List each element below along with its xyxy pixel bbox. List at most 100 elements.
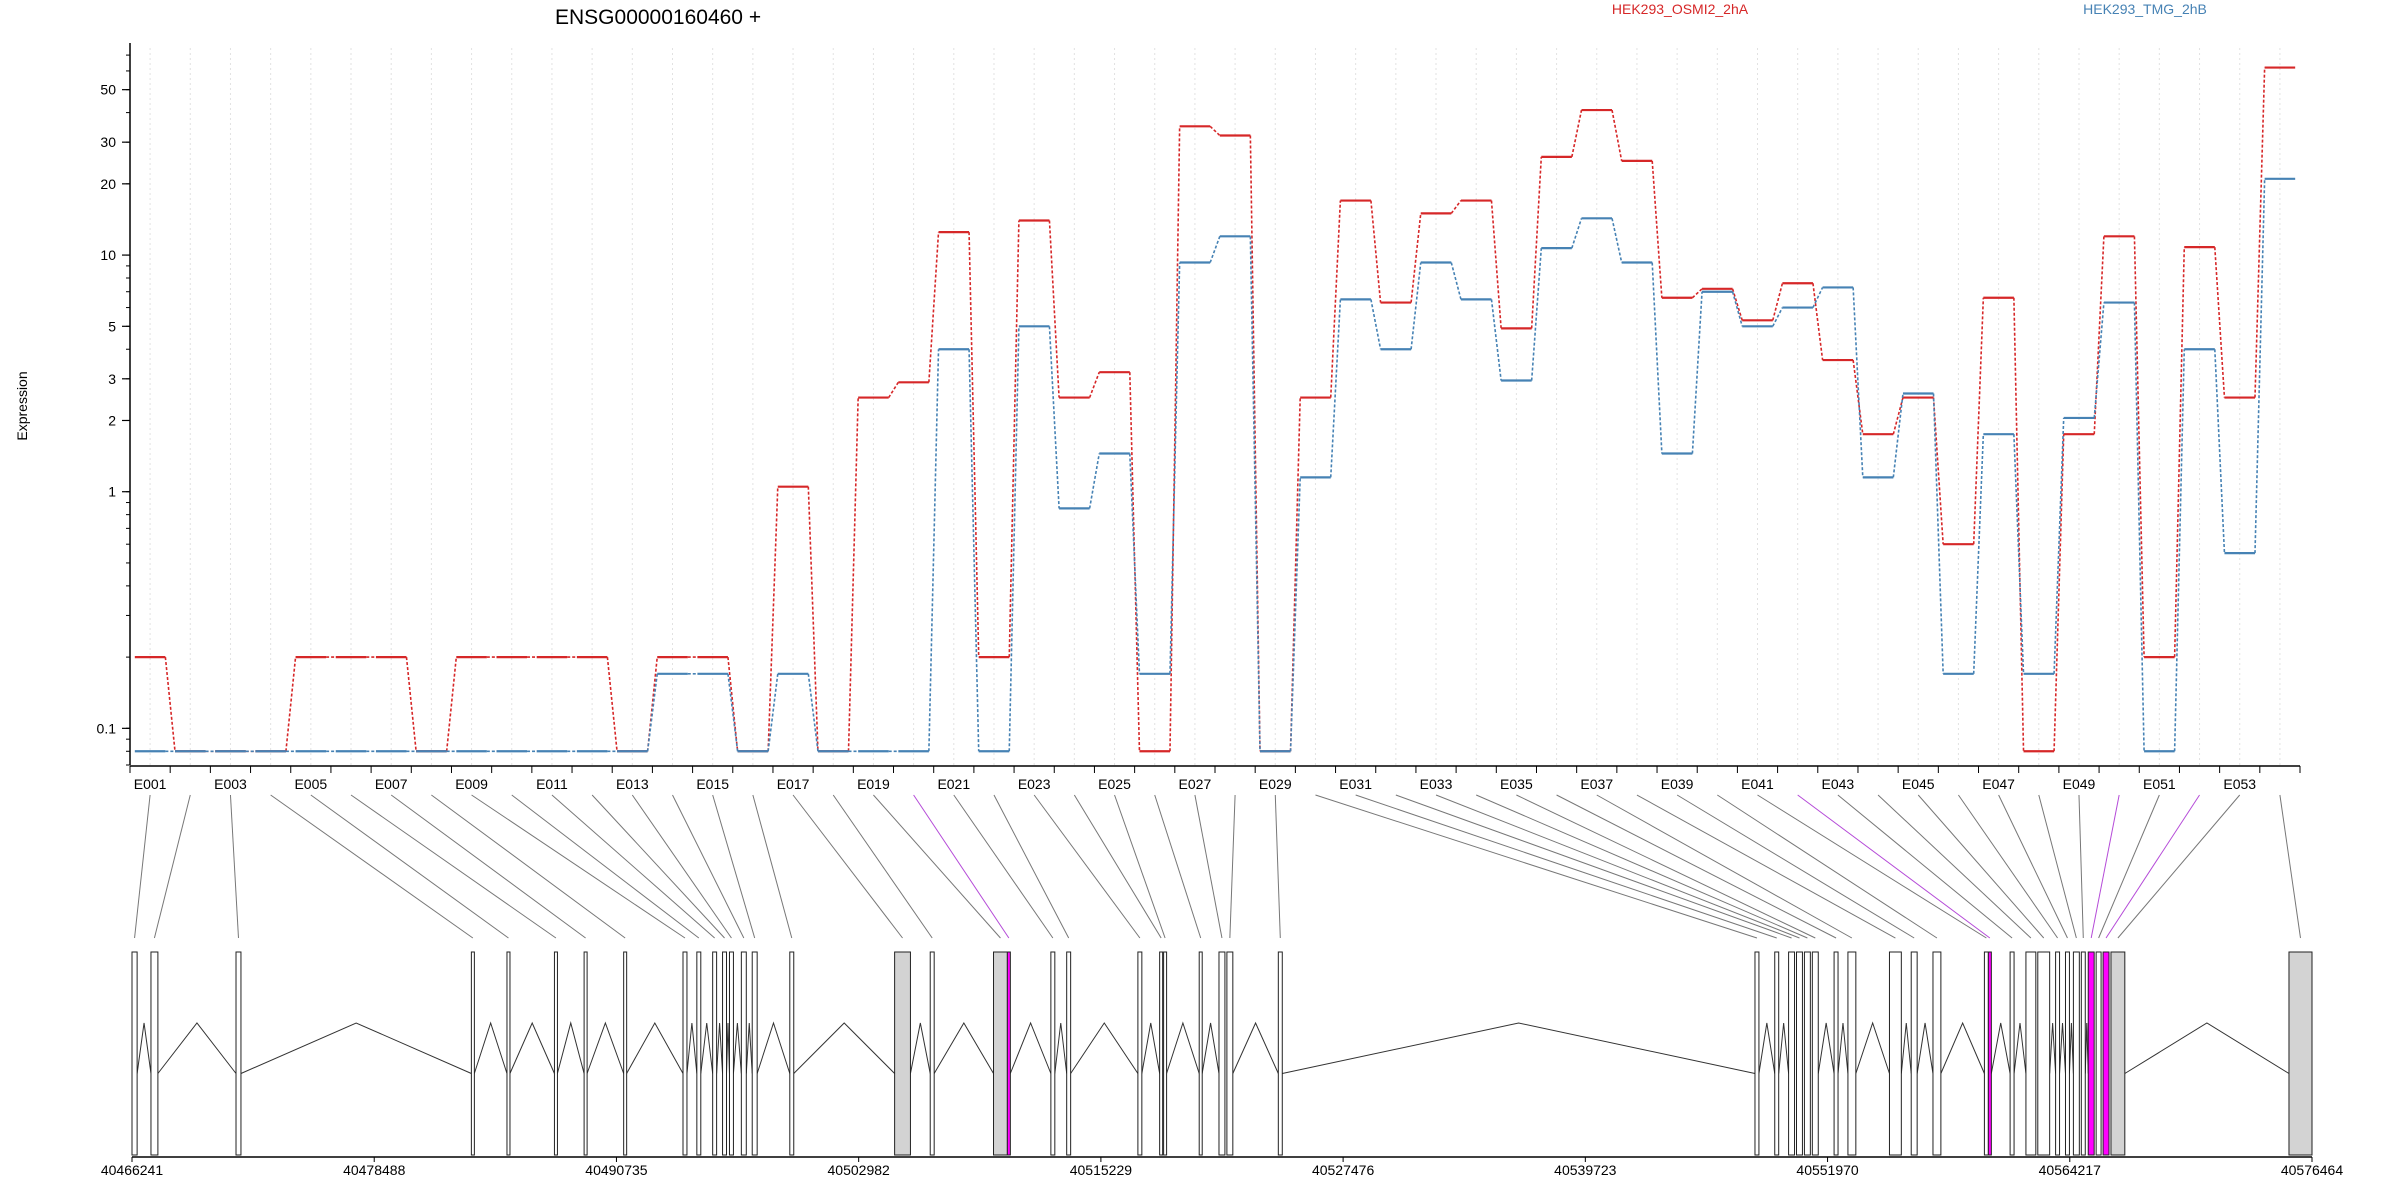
intron <box>1940 1021 1985 1074</box>
series-connector <box>1048 220 1060 398</box>
exon-box <box>740 951 747 1156</box>
intron <box>1282 1022 1756 1074</box>
series-connector <box>1249 236 1261 752</box>
exon-box <box>712 951 718 1156</box>
series-connector <box>164 657 176 752</box>
legend-entry-1: HEK293_TMG_2hB <box>2083 1 2207 17</box>
exon-connector <box>672 794 745 939</box>
intron <box>909 1022 931 1074</box>
intron <box>157 1022 237 1074</box>
exon-box <box>1983 951 1989 1156</box>
exon-label: E043 <box>1822 776 1855 792</box>
exon-box <box>623 951 628 1156</box>
series-connector <box>767 673 779 752</box>
exon-connector <box>1998 794 2068 939</box>
series-connector <box>1932 393 1944 674</box>
exon-label: E029 <box>1259 776 1292 792</box>
series-connector <box>1289 397 1301 752</box>
series-connector <box>1410 262 1422 350</box>
series-connector <box>1008 220 1020 658</box>
exon-label: E025 <box>1098 776 1131 792</box>
series-connector <box>1932 397 1944 545</box>
exon-label: E051 <box>2143 776 2176 792</box>
exon-connector <box>1033 794 1141 939</box>
intron <box>2013 1022 2027 1074</box>
exon-label: E045 <box>1902 776 1935 792</box>
series-connector <box>1772 307 1784 327</box>
series-connector <box>1691 288 1703 299</box>
series-connector <box>1209 125 1221 137</box>
exon-box <box>894 951 911 1156</box>
exon-box <box>1754 951 1760 1156</box>
series-connector <box>646 673 659 752</box>
exon-box <box>2110 951 2126 1156</box>
intron <box>2059 1022 2066 1074</box>
series-connector <box>1812 283 1824 361</box>
exon-connector <box>229 794 239 939</box>
series-connector <box>1490 200 1502 329</box>
exon-label: E023 <box>1018 776 1051 792</box>
exon-box <box>1932 951 1942 1156</box>
series-connector <box>968 232 980 658</box>
exon-connector <box>1315 794 1758 939</box>
exon-box <box>470 951 475 1156</box>
exon-label: E015 <box>696 776 729 792</box>
exon-connector <box>270 794 474 939</box>
exon-box <box>1847 951 1857 1156</box>
legend-entry-0: HEK293_OSMI2_2hA <box>1612 1 1749 17</box>
exon-box <box>131 951 138 1156</box>
exon-connector <box>1476 794 1808 939</box>
exon-connector <box>1676 794 1915 939</box>
exon-connector <box>2098 794 2160 939</box>
exon-box <box>2009 951 2015 1156</box>
exon-box <box>506 951 511 1156</box>
exon-box <box>993 951 1008 1156</box>
exon-box <box>2087 951 2095 1156</box>
exon-box <box>1811 951 1819 1156</box>
intron <box>556 1021 585 1074</box>
intron <box>1855 1021 1890 1074</box>
exon-connector <box>1435 794 1800 939</box>
series-1 <box>134 177 2296 753</box>
series-connector <box>445 657 458 752</box>
intron <box>1232 1021 1279 1074</box>
exon-connector <box>471 794 686 939</box>
exon-box <box>2025 951 2037 1156</box>
exon-box <box>553 951 558 1156</box>
intron <box>1009 1021 1052 1074</box>
series-connector <box>928 349 940 752</box>
exon-connector <box>1516 794 1816 939</box>
exon-box <box>235 951 242 1156</box>
exon-connector <box>591 794 725 939</box>
exon-box <box>696 951 702 1156</box>
series-connector <box>1088 453 1101 509</box>
exon-connector <box>1877 794 2032 939</box>
series-connector <box>807 486 819 752</box>
exon-box <box>2288 951 2313 1156</box>
exon-box <box>1788 951 1796 1156</box>
coordinate-label: 40527476 <box>1312 1162 1375 1178</box>
exon-connector <box>2279 794 2301 939</box>
intron <box>509 1021 555 1074</box>
exon-box <box>1198 951 1203 1156</box>
exon-box <box>1277 951 1283 1156</box>
series-connector <box>1450 200 1462 214</box>
series-0 <box>134 66 2296 753</box>
intron <box>1837 1022 1849 1074</box>
exon-axis: E001 E003 E005 E007 E009 E011 E013 E015 E017 E019… <box>129 765 2301 792</box>
series-connector <box>1329 299 1342 478</box>
series-connector <box>1530 248 1543 381</box>
y-axis: 0.1 1 2 3 5 10 20 30 50 <box>97 43 131 766</box>
exon-box <box>1159 951 1164 1156</box>
coordinate-label: 40466241 <box>101 1162 164 1178</box>
exon-box <box>150 951 159 1156</box>
series-connector <box>1329 200 1342 398</box>
intron <box>700 1022 714 1074</box>
exon-label: E003 <box>214 776 247 792</box>
series-connector <box>2053 417 2065 674</box>
series-connector <box>1169 262 1181 674</box>
exon-label: E019 <box>857 776 890 792</box>
exon-label: E047 <box>1982 776 2015 792</box>
exon-connector <box>953 794 1054 939</box>
series-connector <box>2093 302 2105 419</box>
